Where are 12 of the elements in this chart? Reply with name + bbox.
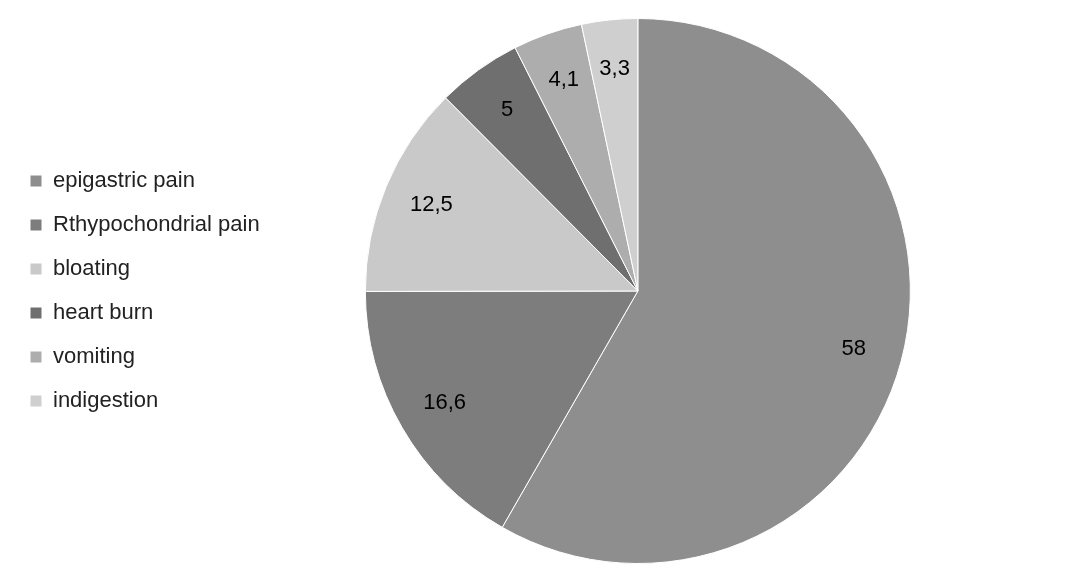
data-label: 12,5 bbox=[410, 191, 453, 217]
legend-label: heart burn bbox=[53, 299, 154, 325]
legend-label: Rthypochondrial pain bbox=[53, 211, 260, 237]
legend-label: bloating bbox=[53, 255, 131, 281]
legend-label: vomiting bbox=[53, 343, 135, 369]
data-label: 4,1 bbox=[548, 66, 580, 92]
data-label: 5 bbox=[500, 95, 514, 121]
legend-label: indigestion bbox=[53, 387, 159, 413]
legend-label: epigastric pain bbox=[53, 167, 195, 193]
data-label: 3,3 bbox=[599, 54, 630, 80]
data-label: 16,6 bbox=[423, 389, 466, 415]
data-label: 58 bbox=[841, 334, 866, 360]
